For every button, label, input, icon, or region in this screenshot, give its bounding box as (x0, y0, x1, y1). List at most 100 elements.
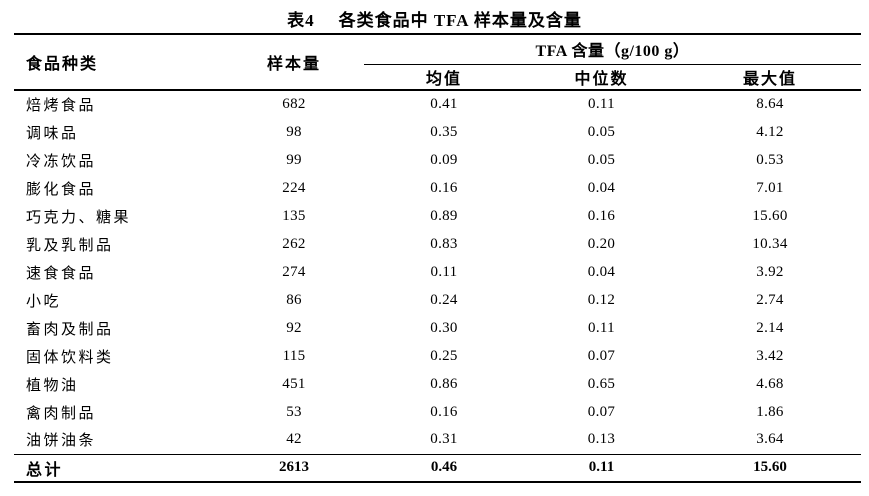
cell-total-median: 0.11 (524, 453, 679, 483)
cell-mean: 0.35 (430, 123, 458, 140)
col-header-food: 食品种类 (14, 34, 224, 91)
cell-max: 3.42 (756, 347, 784, 364)
col-header-sample: 样本量 (224, 34, 364, 91)
cell-sample: 115 (282, 347, 306, 364)
cell-food: 小吃 (26, 293, 62, 310)
cell-sample: 135 (282, 207, 306, 224)
cell-total-mean: 0.46 (364, 453, 524, 483)
table-title-text: 各类食品中 TFA 样本量及含量 (338, 11, 582, 30)
cell-mean: 0.16 (430, 179, 458, 196)
cell-max: 0.53 (756, 151, 784, 168)
cell-mean: 0.24 (430, 291, 458, 308)
table-row: 植物油 451 0.86 0.65 4.68 (14, 370, 861, 398)
table-row: 禽肉制品 53 0.16 0.07 1.86 (14, 398, 861, 426)
table-row: 固体饮料类 115 0.25 0.07 3.42 (14, 342, 861, 370)
cell-median: 0.65 (587, 375, 616, 392)
cell-food: 速食食品 (26, 265, 97, 282)
cell-total-max: 15.60 (679, 453, 861, 483)
cell-median: 0.04 (587, 263, 616, 280)
table-footer: 总计 2613 0.46 0.11 15.60 (14, 453, 861, 483)
header-row-1: 食品种类 样本量 TFA 含量（g/100 g） (14, 34, 861, 91)
table-header: 食品种类 样本量 TFA 含量（g/100 g） 均值 中位数 最大值 (14, 34, 861, 91)
table-body: 焙烤食品 682 0.41 0.11 8.64 调味品 98 0.35 0.05… (14, 90, 861, 454)
table-row: 油饼油条 42 0.31 0.13 3.64 (14, 426, 861, 454)
table-title: 表4 各类食品中 TFA 样本量及含量 (0, 6, 869, 31)
cell-max: 7.01 (756, 179, 784, 196)
cell-food: 焙烤食品 (26, 98, 97, 114)
cell-median: 0.11 (588, 96, 615, 112)
cell-max: 1.86 (756, 403, 784, 420)
cell-mean: 0.41 (430, 96, 458, 112)
cell-food: 油饼油条 (26, 433, 97, 450)
col-header-tfa-group: TFA 含量（g/100 g） (364, 34, 861, 65)
cell-mean: 0.09 (430, 151, 458, 168)
cell-max: 2.74 (756, 291, 784, 308)
cell-median: 0.07 (587, 403, 616, 420)
cell-max: 15.60 (752, 207, 788, 224)
cell-sample: 274 (282, 263, 306, 280)
cell-food: 冷冻饮品 (26, 153, 97, 170)
cell-food: 调味品 (26, 125, 79, 142)
cell-sample: 99 (286, 151, 302, 168)
cell-mean: 0.31 (430, 431, 458, 448)
table-row: 调味品 98 0.35 0.05 4.12 (14, 118, 861, 146)
col-header-mean: 均值 (364, 64, 524, 91)
cell-food: 乳及乳制品 (26, 237, 114, 254)
total-row: 总计 2613 0.46 0.11 15.60 (14, 453, 861, 483)
cell-sample: 86 (286, 291, 302, 308)
cell-median: 0.07 (587, 347, 616, 364)
cell-mean: 0.11 (430, 263, 458, 280)
cell-food: 固体饮料类 (26, 349, 114, 366)
table-row: 畜肉及制品 92 0.30 0.11 2.14 (14, 314, 861, 342)
cell-sample: 451 (282, 375, 306, 392)
cell-max: 10.34 (752, 235, 788, 252)
table-row: 冷冻饮品 99 0.09 0.05 0.53 (14, 146, 861, 174)
table-row: 膨化食品 224 0.16 0.04 7.01 (14, 174, 861, 202)
table-row: 小吃 86 0.24 0.12 2.74 (14, 286, 861, 314)
cell-median: 0.12 (587, 291, 616, 308)
cell-sample: 682 (282, 96, 306, 112)
cell-median: 0.04 (587, 179, 616, 196)
table-row: 巧克力、糖果 135 0.89 0.16 15.60 (14, 202, 861, 230)
cell-median: 0.20 (587, 235, 616, 252)
cell-sample: 262 (282, 235, 306, 252)
table-number: 表4 (287, 11, 315, 30)
cell-mean: 0.89 (430, 207, 458, 224)
table-row: 焙烤食品 682 0.41 0.11 8.64 (14, 90, 861, 118)
cell-mean: 0.83 (430, 235, 458, 252)
col-header-median: 中位数 (524, 64, 679, 91)
cell-sample: 98 (286, 123, 302, 140)
cell-food: 膨化食品 (26, 181, 97, 198)
cell-sample: 42 (286, 431, 302, 448)
header-row-2: 均值 中位数 最大值 (14, 64, 861, 91)
cell-mean: 0.16 (430, 403, 458, 420)
cell-median: 0.16 (587, 207, 616, 224)
cell-total-sample: 2613 (224, 453, 364, 483)
cell-median: 0.05 (587, 151, 616, 168)
cell-max: 2.14 (756, 319, 784, 336)
cell-food: 植物油 (26, 377, 79, 394)
col-header-max: 最大值 (679, 64, 861, 91)
table-row: 乳及乳制品 262 0.83 0.20 10.34 (14, 230, 861, 258)
cell-food: 畜肉及制品 (26, 321, 114, 338)
cell-mean: 0.30 (430, 319, 458, 336)
cell-sample: 53 (286, 403, 302, 420)
cell-sample: 92 (286, 319, 302, 336)
cell-max: 3.92 (756, 263, 784, 280)
cell-mean: 0.86 (430, 375, 458, 392)
cell-median: 0.05 (587, 123, 616, 140)
cell-median: 0.11 (588, 319, 615, 336)
cell-median: 0.13 (587, 431, 616, 448)
cell-max: 4.12 (756, 123, 784, 140)
table-row: 速食食品 274 0.11 0.04 3.92 (14, 258, 861, 286)
tfa-data-table: 食品种类 样本量 TFA 含量（g/100 g） 均值 中位数 最大值 焙烤食品… (14, 33, 861, 483)
cell-food: 巧克力、糖果 (26, 209, 132, 226)
cell-food: 禽肉制品 (26, 405, 97, 422)
cell-mean: 0.25 (430, 347, 458, 364)
cell-max: 4.68 (756, 375, 784, 392)
cell-max: 8.64 (756, 96, 784, 112)
cell-max: 3.64 (756, 431, 784, 448)
cell-total-label: 总计 (14, 453, 224, 483)
cell-sample: 224 (282, 179, 306, 196)
